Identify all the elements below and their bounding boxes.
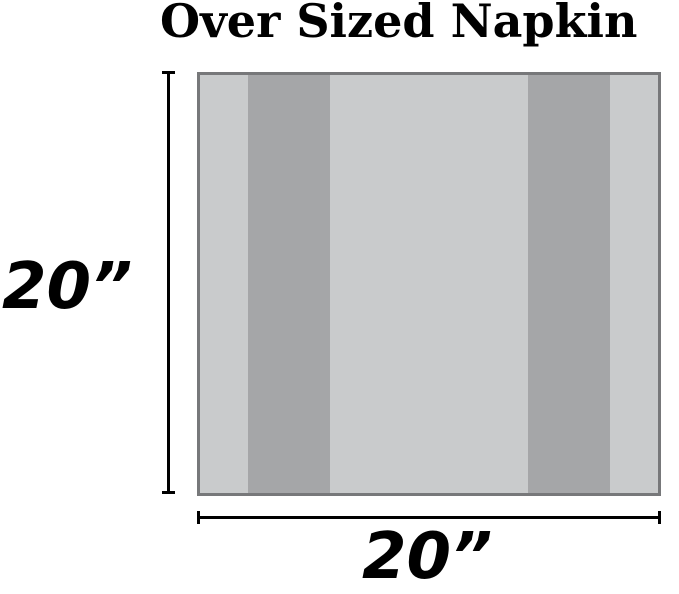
height-label: 20”	[2, 250, 133, 324]
width-label: 20”	[362, 520, 493, 594]
height-dimension-line	[167, 72, 170, 494]
napkin-illustration	[197, 72, 661, 496]
width-dimension-cap-left	[197, 511, 200, 524]
width-dimension-cap-right	[658, 511, 661, 524]
napkin-stripe-right	[528, 75, 610, 493]
napkin-stripe-left	[248, 75, 330, 493]
diagram-title: Over Sized Napkin	[160, 0, 638, 48]
height-dimension-cap-top	[162, 71, 175, 74]
width-dimension-line	[198, 516, 660, 519]
height-dimension-cap-bottom	[162, 491, 175, 494]
